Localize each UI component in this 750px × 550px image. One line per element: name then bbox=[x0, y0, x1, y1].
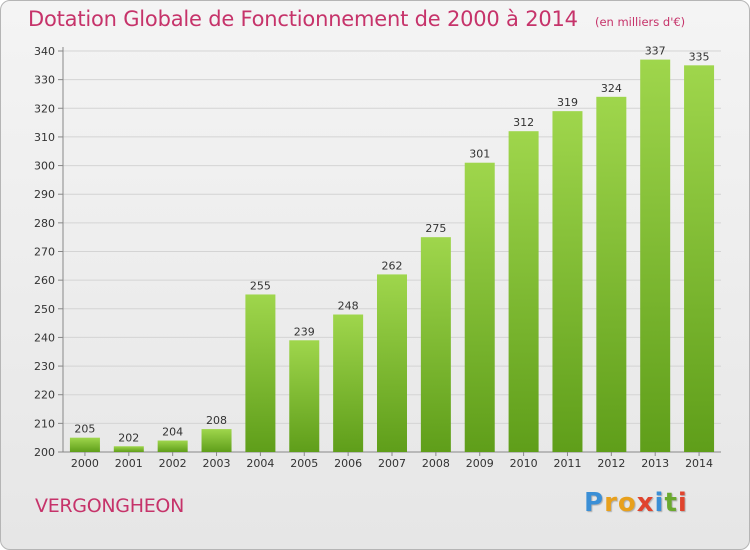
bar-2004 bbox=[245, 294, 276, 452]
proxiti-logo: Proxiti bbox=[584, 488, 688, 518]
data-label-2014: 335 bbox=[689, 50, 710, 63]
bar-2003 bbox=[201, 429, 232, 452]
y-tick-label: 240 bbox=[34, 331, 55, 344]
logo-letter: P bbox=[584, 488, 605, 518]
x-tick-label-2012: 2012 bbox=[597, 457, 625, 470]
data-label-2009: 301 bbox=[469, 148, 490, 161]
y-tick-label: 260 bbox=[34, 274, 55, 287]
data-label-2005: 239 bbox=[294, 325, 315, 338]
y-tick-label: 300 bbox=[34, 160, 55, 173]
data-label-2013: 337 bbox=[645, 45, 666, 58]
x-tick-label-2004: 2004 bbox=[246, 457, 274, 470]
x-tick-labels: 2000 2001 2002 2003 2004 2005 2006 2007 2008 2009… bbox=[71, 457, 713, 470]
bar-2002 bbox=[157, 440, 188, 452]
bars bbox=[69, 59, 715, 453]
y-tick-label: 320 bbox=[34, 102, 55, 115]
x-tick-label-2006: 2006 bbox=[334, 457, 362, 470]
x-tick-label-2003: 2003 bbox=[203, 457, 231, 470]
logo-letter: i bbox=[654, 488, 665, 518]
x-tick-label-2002: 2002 bbox=[159, 457, 187, 470]
y-tick-label: 330 bbox=[34, 74, 55, 87]
bar-2008 bbox=[420, 237, 451, 452]
y-tick-label: 210 bbox=[34, 417, 55, 430]
bar-2012 bbox=[596, 96, 627, 452]
bar-2001 bbox=[113, 446, 144, 452]
y-tick-label: 310 bbox=[34, 131, 55, 144]
y-tick-label: 200 bbox=[34, 446, 55, 459]
x-tick-label-2011: 2011 bbox=[553, 457, 581, 470]
data-label-2007: 262 bbox=[382, 259, 403, 272]
data-label-2011: 319 bbox=[557, 96, 578, 109]
y-tick-label: 250 bbox=[34, 303, 55, 316]
data-label-2000: 205 bbox=[74, 423, 95, 436]
y-tick-label: 280 bbox=[34, 217, 55, 230]
bar-2011 bbox=[552, 111, 583, 453]
bar-2014 bbox=[684, 65, 715, 453]
x-tick-label-2013: 2013 bbox=[641, 457, 669, 470]
data-label-2003: 208 bbox=[206, 414, 227, 427]
x-tick-label-2008: 2008 bbox=[422, 457, 450, 470]
data-label-2004: 255 bbox=[250, 279, 271, 292]
y-tick-label: 290 bbox=[34, 188, 55, 201]
x-tick-label-2014: 2014 bbox=[685, 457, 713, 470]
bar-2009 bbox=[464, 162, 495, 452]
data-label-2002: 204 bbox=[162, 426, 183, 439]
bar-2005 bbox=[289, 340, 320, 452]
x-tick-label-2007: 2007 bbox=[378, 457, 406, 470]
x-tick-label-2005: 2005 bbox=[290, 457, 318, 470]
data-label-2012: 324 bbox=[601, 82, 622, 95]
bar-2007 bbox=[377, 274, 407, 452]
logo-letter: i bbox=[677, 488, 688, 518]
chart-unit-note: (en milliers d'€) bbox=[594, 15, 686, 29]
x-tick-label-2010: 2010 bbox=[510, 457, 538, 470]
x-tick-label-2009: 2009 bbox=[466, 457, 494, 470]
bar-2013 bbox=[640, 59, 671, 452]
bar-2000 bbox=[69, 437, 100, 452]
data-label-2001: 202 bbox=[118, 431, 139, 444]
y-tick-labels: 200 210 220 230 240 250 260 270 280 290 300 310 320 3… bbox=[34, 45, 55, 459]
logo-letter: o bbox=[617, 488, 637, 518]
data-label-2010: 312 bbox=[513, 116, 534, 129]
chart-title: Dotation Globale de Fonctionnement de 20… bbox=[28, 7, 578, 31]
commune-name: VERGONGHEON bbox=[35, 495, 184, 517]
bar-2006 bbox=[333, 314, 364, 452]
logo-letter: x bbox=[636, 488, 655, 518]
y-tick-label: 340 bbox=[34, 45, 55, 58]
y-tick-label: 270 bbox=[34, 246, 55, 259]
chart-title-row: Dotation Globale de Fonctionnement de 20… bbox=[28, 7, 685, 31]
data-labels: 205 202 204 208 255 239 248 262 275 301 312 319 324 3… bbox=[74, 45, 709, 445]
y-tick-label: 230 bbox=[34, 360, 55, 373]
y-tick-label: 220 bbox=[34, 389, 55, 402]
bar-2010 bbox=[508, 131, 539, 452]
logo-letter: r bbox=[604, 488, 618, 518]
x-tick-label-2000: 2000 bbox=[71, 457, 99, 470]
data-label-2006: 248 bbox=[338, 300, 359, 313]
data-label-2008: 275 bbox=[425, 222, 446, 235]
logo-letter: t bbox=[664, 488, 678, 518]
x-tick-label-2001: 2001 bbox=[115, 457, 143, 470]
